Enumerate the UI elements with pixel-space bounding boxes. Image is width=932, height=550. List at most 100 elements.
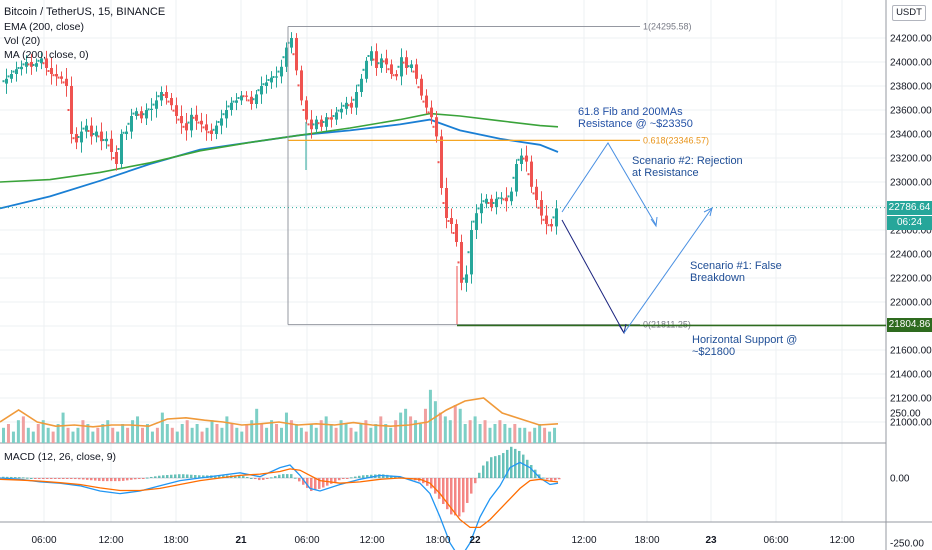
candle-body	[520, 155, 523, 164]
volume-ma-line	[0, 397, 559, 428]
candle-body	[142, 113, 145, 116]
candle-body	[240, 95, 243, 101]
macd-histogram-bar	[482, 465, 485, 478]
candle-body	[482, 200, 485, 203]
volume-bar	[96, 427, 100, 443]
volume-bar	[250, 420, 254, 443]
macd-histogram-bar	[262, 478, 265, 480]
candle-body	[435, 117, 438, 137]
macd-histogram-bar	[502, 453, 505, 478]
macd-histogram-bar	[34, 478, 37, 479]
time-tick-label: 23	[705, 535, 717, 546]
time-tick-label: 22	[469, 535, 481, 546]
macd-histogram-bar	[518, 450, 521, 478]
candle-body	[37, 59, 40, 62]
volume-bar	[379, 416, 383, 443]
indicator-ema[interactable]: EMA (200, close)	[4, 21, 84, 33]
macd-histogram-bar	[46, 478, 49, 479]
candle-body	[530, 161, 533, 187]
candle-body	[280, 66, 283, 77]
indicator-ma[interactable]: MA (200, close, 0)	[4, 49, 89, 61]
candle-body	[220, 118, 223, 126]
macd-histogram-bar	[14, 477, 17, 479]
macd-histogram-bar	[122, 478, 125, 481]
candle-body	[125, 131, 128, 134]
price-tick-label: 22400.00	[890, 250, 932, 261]
price-tick-label: 22600.00	[890, 226, 932, 237]
macd-histogram-bar	[542, 477, 545, 479]
macd-histogram-bar	[442, 478, 445, 504]
candle-body	[182, 125, 185, 128]
candle-body	[500, 197, 503, 199]
macd-histogram-bar	[214, 475, 217, 478]
candle-body	[42, 62, 45, 65]
volume-bar	[185, 420, 189, 443]
candle-body	[235, 100, 238, 103]
candle-body	[102, 139, 105, 141]
candle-body	[180, 116, 183, 124]
volume-bar	[284, 412, 288, 443]
candle-body	[90, 125, 93, 137]
candle-body	[377, 62, 380, 65]
currency-label[interactable]: USDT	[892, 5, 926, 21]
candle-body	[470, 230, 473, 275]
macd-histogram-bar	[18, 477, 21, 479]
candle-body	[65, 78, 68, 86]
volume-bar	[349, 427, 353, 443]
macd-histogram-bar	[318, 478, 321, 489]
candle-body	[515, 164, 518, 192]
candle-body	[497, 197, 500, 200]
macd-histogram-bar	[142, 478, 145, 479]
volume-bar	[101, 424, 105, 443]
candle-body	[85, 125, 88, 132]
candle-body	[452, 232, 455, 234]
volume-bar	[106, 420, 110, 443]
candle-body	[155, 100, 158, 109]
candle-body	[255, 94, 258, 104]
candle-body	[195, 114, 198, 121]
time-tick-label: 06:00	[31, 535, 56, 546]
macd-histogram-bar	[118, 478, 121, 482]
candle-body	[327, 117, 330, 120]
candle-body	[440, 136, 443, 188]
scenario-2-arrowhead	[650, 216, 658, 228]
ema200-line	[0, 112, 559, 183]
candle-body	[555, 208, 558, 227]
volume-bar	[170, 427, 174, 443]
candle-body	[307, 123, 310, 126]
candle-body	[297, 84, 300, 87]
candle-body	[215, 125, 218, 134]
candle-body	[425, 95, 428, 108]
volume-bar	[389, 427, 393, 443]
volume-bar	[6, 424, 10, 443]
candle-body	[412, 70, 415, 73]
candle-body	[105, 138, 108, 142]
price-tick-label: 24200.00	[890, 34, 932, 45]
drawings: 1(24295.58)0.618(23346.57)0(21811.25)	[0, 22, 886, 335]
candle-body	[80, 131, 83, 143]
candle-body	[135, 111, 138, 116]
candle-body	[417, 86, 420, 89]
volume-bar	[299, 427, 303, 443]
indicator-macd[interactable]: MACD (12, 26, close, 9)	[4, 451, 117, 463]
candle-body	[462, 277, 465, 280]
macd-histogram-bar	[490, 457, 493, 478]
macd-histogram-bar	[278, 474, 281, 478]
volume-bar	[150, 431, 154, 443]
candle-body	[335, 112, 338, 120]
macd-tick-label: -250.00	[890, 539, 924, 550]
macd-histogram-bar	[498, 455, 501, 478]
candle-body	[427, 111, 430, 114]
macd-histogram-bar	[98, 478, 101, 481]
macd-histogram-bar	[78, 478, 81, 480]
volume-bar	[528, 431, 532, 443]
indicator-vol[interactable]: Vol (20)	[4, 35, 41, 47]
candle-body	[537, 206, 540, 209]
price-tick-label: 21200.00	[890, 394, 932, 405]
candle-body	[172, 109, 175, 112]
symbol-title[interactable]: Bitcoin / TetherUS, 15, BINANCE	[4, 6, 166, 18]
candle-body	[250, 96, 253, 104]
volume-bar	[200, 431, 204, 443]
volume-bar	[141, 427, 144, 443]
